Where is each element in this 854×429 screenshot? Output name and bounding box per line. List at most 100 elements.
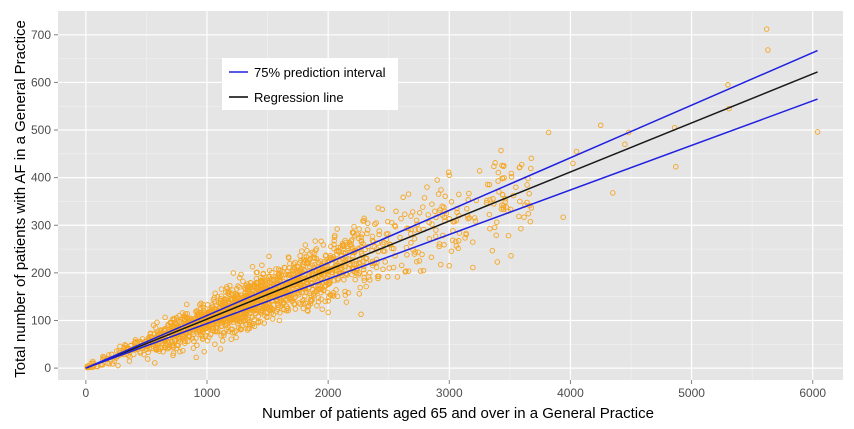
data-point <box>357 284 363 291</box>
data-point <box>424 184 430 190</box>
data-point <box>369 237 376 244</box>
data-point <box>335 275 342 282</box>
data-point <box>230 270 237 276</box>
data-point <box>302 242 309 248</box>
data-point <box>428 254 435 260</box>
data-point <box>242 313 249 320</box>
data-point <box>292 306 299 312</box>
data-point <box>144 356 151 362</box>
y-axis-ticks: 0 100 200 300 400 500 600 700 <box>31 28 58 375</box>
data-point <box>336 248 342 254</box>
data-point <box>221 332 227 339</box>
data-point <box>331 293 337 299</box>
data-point <box>229 326 236 333</box>
data-point <box>259 262 265 268</box>
fit-lines <box>85 49 818 369</box>
data-point <box>280 301 286 307</box>
data-point <box>413 217 420 224</box>
data-point <box>228 290 235 296</box>
data-point <box>380 266 386 273</box>
data-point <box>313 288 319 295</box>
data-point <box>312 247 319 254</box>
data-point <box>597 122 604 129</box>
data-point <box>152 360 158 366</box>
data-point <box>259 307 265 313</box>
data-point <box>329 292 336 298</box>
legend: 75% prediction interval Regression line <box>222 58 398 110</box>
data-point <box>301 254 308 260</box>
x-tick-label: 1000 <box>194 386 221 400</box>
data-point <box>508 174 515 180</box>
data-point <box>269 269 275 276</box>
data-point <box>365 220 371 227</box>
data-point <box>364 227 371 233</box>
data-point <box>206 326 213 332</box>
data-point <box>486 211 493 218</box>
data-point <box>173 345 180 352</box>
data-point <box>356 270 362 276</box>
data-point <box>277 298 283 304</box>
data-point <box>814 129 821 135</box>
data-point <box>527 218 534 225</box>
data-point <box>274 306 281 312</box>
data-point <box>301 267 307 273</box>
data-point <box>339 241 346 247</box>
data-point <box>304 247 310 254</box>
data-point <box>276 317 283 324</box>
data-point <box>525 210 532 217</box>
data-point <box>201 348 207 355</box>
data-point <box>495 169 502 176</box>
data-point <box>324 289 331 296</box>
data-point <box>490 196 496 202</box>
data-point <box>433 227 439 233</box>
data-point <box>154 319 160 326</box>
data-point <box>333 287 339 293</box>
data-point <box>437 261 444 268</box>
data-point <box>369 233 376 240</box>
data-point <box>491 224 498 231</box>
data-point <box>214 321 220 328</box>
data-point <box>299 248 305 254</box>
data-point <box>202 333 209 339</box>
data-point <box>429 221 435 227</box>
data-point <box>210 325 216 331</box>
data-point <box>484 197 490 204</box>
data-point <box>261 312 268 319</box>
data-point <box>342 288 348 295</box>
data-point <box>312 269 319 275</box>
data-point <box>339 266 345 273</box>
data-point <box>441 242 447 248</box>
data-point <box>400 194 406 201</box>
data-point <box>171 337 178 343</box>
data-point <box>328 255 334 262</box>
data-point <box>411 236 418 242</box>
data-point <box>489 247 496 254</box>
data-point <box>251 323 258 330</box>
data-point <box>319 306 325 312</box>
data-point <box>321 283 328 290</box>
data-point <box>351 223 357 230</box>
data-point <box>132 336 139 343</box>
data-point <box>270 311 277 318</box>
data-point <box>416 210 423 216</box>
data-point <box>321 277 328 284</box>
data-point <box>464 206 470 212</box>
data-point <box>298 258 304 264</box>
data-point <box>141 351 147 358</box>
data-point <box>332 232 338 239</box>
data-point <box>470 239 476 245</box>
regression-line <box>85 71 818 369</box>
data-point <box>290 271 297 277</box>
data-point <box>318 296 324 302</box>
data-point <box>412 249 418 255</box>
data-point <box>261 320 267 326</box>
data-point <box>498 147 504 154</box>
legend-label-prediction-interval: 75% prediction interval <box>254 65 386 80</box>
data-point <box>492 160 498 166</box>
data-point <box>376 228 382 234</box>
data-point <box>260 270 267 277</box>
data-point <box>197 302 203 308</box>
data-point <box>526 190 532 197</box>
data-point <box>385 274 391 280</box>
data-point <box>113 348 120 354</box>
